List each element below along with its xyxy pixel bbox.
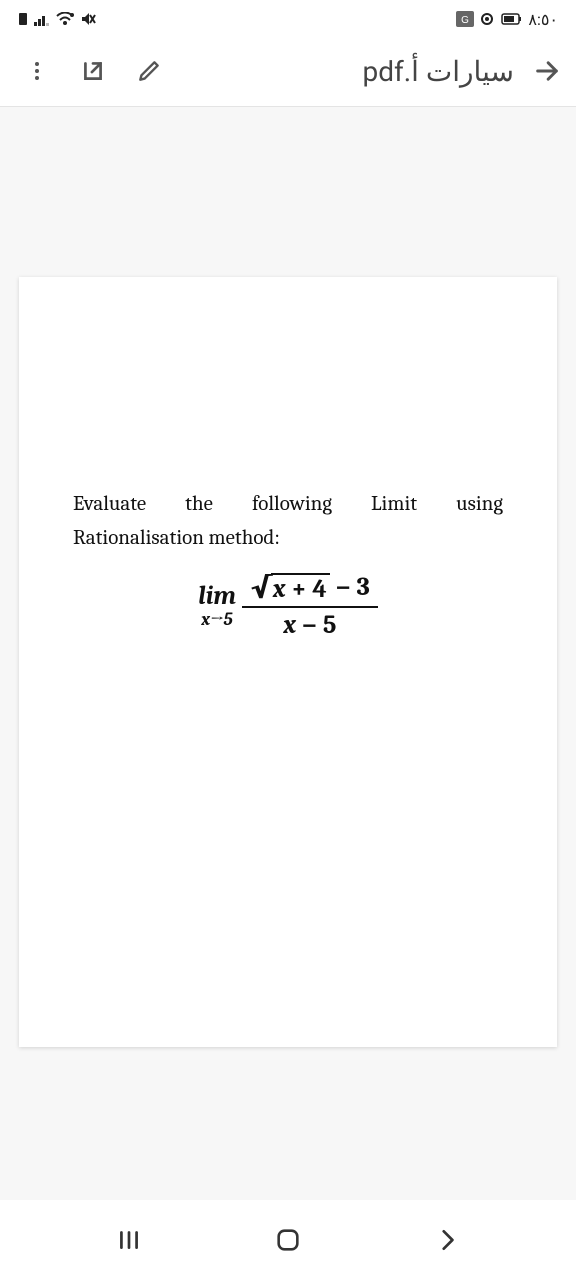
edit-icon[interactable] bbox=[134, 56, 164, 86]
status-left bbox=[18, 11, 96, 27]
signal-icon bbox=[34, 12, 50, 26]
mute-icon bbox=[80, 11, 96, 27]
status-bar: G ٨:٥٠ bbox=[0, 0, 576, 38]
open-external-icon[interactable] bbox=[78, 56, 108, 86]
problem-text-line2: Rationalisation method: bbox=[73, 521, 503, 555]
denominator: x − 5 bbox=[275, 611, 344, 640]
wifi-icon bbox=[56, 12, 74, 26]
app-bar: سيارات أ.pdf bbox=[0, 38, 576, 104]
document-title: سيارات أ.pdf bbox=[363, 55, 514, 88]
battery-icon bbox=[500, 12, 522, 26]
numerator-tail: − 3 bbox=[330, 572, 370, 602]
app-bar-left bbox=[22, 56, 164, 86]
svg-text:G: G bbox=[461, 15, 469, 26]
math-expression: lim x→5 √ x + 4 − 3 x − 5 bbox=[73, 573, 503, 640]
recents-button[interactable] bbox=[104, 1215, 154, 1265]
numerator: √ x + 4 − 3 bbox=[242, 573, 378, 603]
status-time: ٨:٥٠ bbox=[528, 10, 558, 29]
location-icon bbox=[480, 12, 494, 26]
home-button[interactable] bbox=[263, 1215, 313, 1265]
translate-icon: G bbox=[456, 11, 474, 27]
app-bar-right: سيارات أ.pdf bbox=[363, 55, 562, 88]
more-icon[interactable] bbox=[22, 56, 52, 86]
fraction: √ x + 4 − 3 x − 5 bbox=[242, 573, 378, 640]
page-viewer[interactable]: Evaluate the following Limit using Ratio… bbox=[0, 107, 576, 1200]
problem-text-line1: Evaluate the following Limit using bbox=[73, 487, 503, 521]
sim-icon bbox=[18, 12, 28, 26]
back-icon[interactable] bbox=[532, 56, 562, 86]
nav-back-button[interactable] bbox=[422, 1215, 472, 1265]
pdf-page: Evaluate the following Limit using Ratio… bbox=[19, 277, 557, 1047]
lim-subscript: x→5 bbox=[201, 611, 232, 629]
lim-symbol: lim bbox=[198, 583, 236, 609]
status-right: G ٨:٥٠ bbox=[456, 10, 558, 29]
system-nav-bar bbox=[0, 1200, 576, 1280]
